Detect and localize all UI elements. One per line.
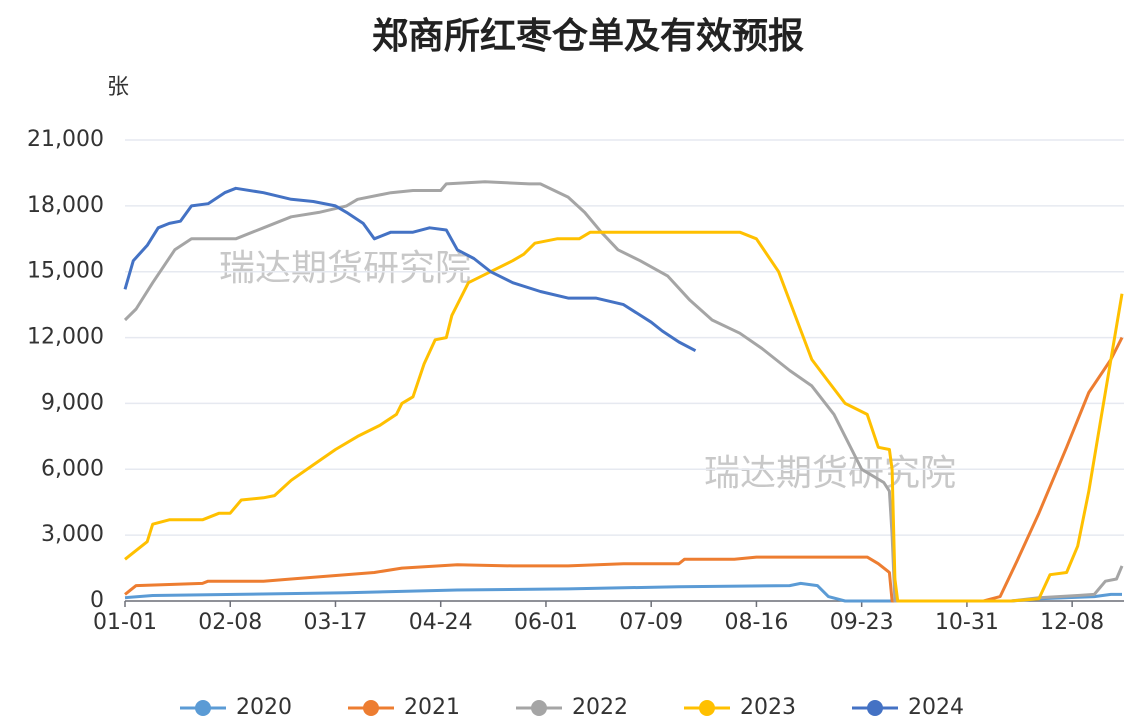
x-tick-label: 07-09 xyxy=(619,610,683,635)
legend-label: 2023 xyxy=(740,695,796,720)
legend-label: 2021 xyxy=(404,695,460,720)
x-tick-label: 08-16 xyxy=(724,610,788,635)
legend-marker xyxy=(363,700,379,716)
y-tick-label: 9,000 xyxy=(41,390,104,415)
series-line xyxy=(124,230,1124,603)
x-tick-label: 09-23 xyxy=(830,610,894,635)
x-tick-label: 12-08 xyxy=(1040,610,1104,635)
legend-marker xyxy=(867,700,883,716)
chart-title: 郑商所红枣仓单及有效预报 xyxy=(372,16,804,57)
series-line xyxy=(124,581,1122,603)
x-tick-label: 03-17 xyxy=(304,610,368,635)
legend-marker xyxy=(531,700,547,716)
y-tick-label: 18,000 xyxy=(27,193,104,218)
x-tick-label: 02-08 xyxy=(198,610,262,635)
y-tick-label: 21,000 xyxy=(27,127,104,152)
legend-marker xyxy=(699,700,715,716)
legend-marker xyxy=(195,700,211,716)
y-tick-label: 12,000 xyxy=(27,325,104,350)
series-line xyxy=(124,336,1124,603)
legend-label: 2022 xyxy=(572,695,628,720)
plot-area xyxy=(123,180,1124,603)
x-tick-label: 10-31 xyxy=(935,610,999,635)
y-tick-label: 0 xyxy=(90,588,104,613)
y-axis-label: 张 xyxy=(107,75,129,100)
x-tick-label: 01-01 xyxy=(93,610,157,635)
y-tick-label: 15,000 xyxy=(27,259,104,284)
x-tick-label: 04-24 xyxy=(409,610,473,635)
y-tick-label: 3,000 xyxy=(41,522,104,547)
watermark: 瑞达期货研究院 xyxy=(219,248,471,289)
watermark: 瑞达期货研究院 xyxy=(704,453,956,494)
series-line xyxy=(123,186,697,353)
legend-label: 2024 xyxy=(908,695,964,720)
legend-label: 2020 xyxy=(236,695,292,720)
x-tick-label: 06-01 xyxy=(514,610,578,635)
y-tick-label: 6,000 xyxy=(41,456,104,481)
series-line xyxy=(123,180,1124,603)
